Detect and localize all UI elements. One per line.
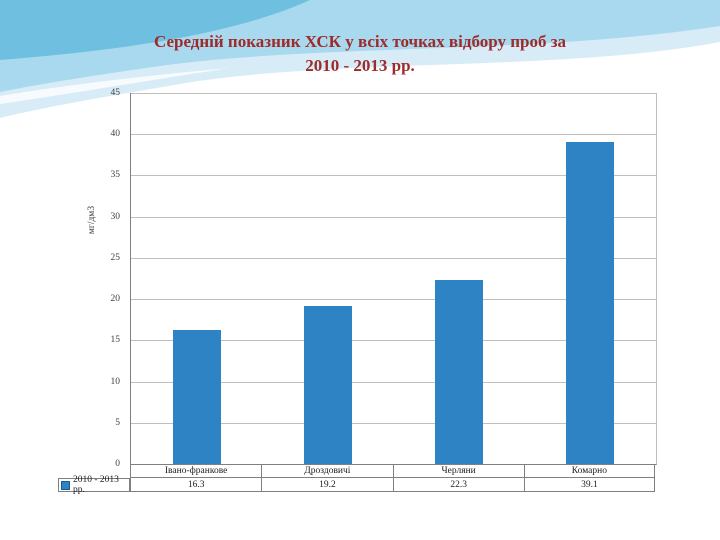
y-tick-label: 10: [110, 376, 121, 387]
slide-title-line2: 2010 - 2013 рр.: [305, 56, 415, 75]
table-cell-value: 22.3: [392, 478, 524, 492]
y-tick-label: 35: [110, 170, 121, 181]
bar-Черляни: [435, 280, 484, 464]
legend-label: 2010 - 2013 рр.: [73, 475, 119, 495]
legend-color-swatch: [61, 480, 70, 490]
bar-Дроздовичі: [303, 305, 352, 464]
gridline: [131, 257, 656, 259]
legend-cell: 2010 - 2013 рр.: [58, 475, 130, 495]
value-row: 16.3 19.2 22.3 39.1: [130, 478, 655, 492]
y-tick-label: 40: [110, 129, 121, 140]
y-tick-label: 30: [110, 211, 121, 222]
table-cell-category: Івано-франкове: [130, 464, 262, 478]
y-tick-label: 15: [110, 335, 121, 346]
gridline: [131, 134, 656, 136]
slide-title-line1: Середній показник ХСК у всіх точках відб…: [153, 32, 567, 51]
table-cell-value: 16.3: [130, 478, 262, 492]
y-axis-ticks: 45 40 35 30 25 20 15 10 5 0: [0, 88, 125, 469]
y-tick-label: 5: [115, 417, 120, 428]
gridline: [131, 175, 656, 177]
y-axis-label: мг/дм3: [87, 205, 98, 235]
gridline: [131, 93, 656, 94]
y-tick-label: 20: [110, 294, 121, 305]
gridline: [131, 422, 656, 424]
data-table: Івано-франкове Дроздовичі Черляни Комарно 1…: [58, 464, 655, 495]
bar-Івано-франкове: [172, 329, 221, 464]
plot-area: [130, 93, 657, 465]
gridline: [131, 340, 656, 342]
y-tick-label: 0: [115, 459, 120, 469]
gridline: [131, 381, 656, 383]
y-tick-label: 25: [110, 252, 121, 263]
gridline: [131, 299, 656, 301]
y-tick-label: 45: [110, 88, 121, 98]
table-cell-category: Комарно: [523, 464, 655, 478]
table-cell-category: Дроздовичі: [261, 464, 393, 478]
slide-title: Середній показник ХСК у всіх точках відб…: [60, 30, 660, 78]
gridline: [131, 216, 656, 218]
table-cell-category: Черляни: [392, 464, 524, 478]
table-cell-value: 19.2: [261, 478, 393, 492]
category-row: Івано-франкове Дроздовичі Черляни Комарно: [130, 464, 655, 478]
decorative-wave: [0, 0, 720, 118]
table-cell-value: 39.1: [523, 478, 655, 492]
bar-Комарно: [566, 141, 615, 464]
